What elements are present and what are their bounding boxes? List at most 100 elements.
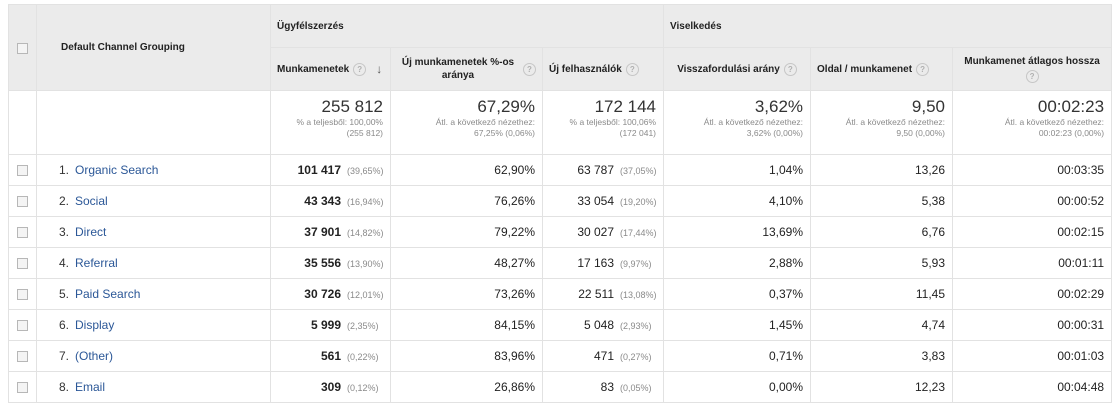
total-bounce-rate: 3,62% Átl. a következő nézethez: 3,62% (… [663, 90, 812, 155]
total-sessions: 255 812 % a teljesből: 100,00% (255 812) [270, 90, 391, 155]
pages-value: 13,26 [914, 163, 946, 177]
total-value: 255 812 [321, 97, 383, 116]
row-rank: 1. [58, 163, 69, 177]
row-new-sessions-pct: 83,96% [390, 340, 543, 372]
row-avg-duration: 00:01:03 [952, 340, 1113, 372]
duration-value: 00:00:52 [1057, 194, 1105, 208]
channel-link[interactable]: Organic Search [75, 163, 159, 177]
sort-descending-icon[interactable]: ↓ [376, 61, 383, 76]
total-sub: 00:02:23 (0,00%) [1038, 128, 1105, 138]
table-body: 1. Organic Search 101 417 (39,65%) 62,90% … [8, 154, 1113, 403]
new-sessions-value: 79,22% [494, 225, 535, 239]
row-dimension-cell: 4. Referral [36, 247, 271, 279]
row-dimension-cell: 6. Display [36, 309, 271, 341]
sessions-pct: (13,90%) [347, 259, 384, 269]
row-dimension-cell: 1. Organic Search [36, 154, 271, 186]
channel-link[interactable]: Display [75, 318, 115, 332]
pages-value: 3,83 [921, 349, 946, 363]
duration-value: 00:02:29 [1057, 287, 1105, 301]
row-checkbox[interactable] [17, 320, 28, 332]
dimension-header-label: Default Channel Grouping [61, 42, 185, 53]
channel-link[interactable]: Referral [75, 256, 118, 270]
row-checkbox[interactable] [17, 351, 28, 363]
total-value: 00:02:23 [1037, 97, 1105, 116]
col-header-avg-session-duration[interactable]: Munkamenet átlagos hossza ? [952, 47, 1113, 91]
bounce-value: 13,69% [762, 225, 804, 239]
row-checkbox[interactable] [17, 382, 28, 394]
help-icon[interactable]: ? [625, 62, 639, 76]
channel-link[interactable]: Direct [75, 225, 107, 239]
channel-link[interactable]: (Other) [75, 349, 114, 363]
row-checkbox-cell [8, 154, 37, 186]
sessions-value: 43 343 [304, 194, 341, 208]
col-header-sessions[interactable]: Munkamenetek ? ↓ [270, 47, 391, 91]
new-sessions-value: 73,26% [494, 287, 535, 301]
group-acquisition: Ügyfélszerzés [269, 4, 665, 48]
sessions-pct: (2,35%) [347, 321, 379, 331]
row-pages-per-session: 5,93 [810, 247, 954, 279]
bounce-value: 4,10% [768, 194, 804, 208]
new-users-pct: (37,05%) [620, 166, 657, 176]
new-sessions-value: 83,96% [494, 349, 535, 363]
new-users-pct: (19,20%) [620, 197, 657, 207]
row-bounce-rate: 0,71% [663, 340, 812, 372]
duration-value: 00:01:03 [1057, 349, 1105, 363]
help-icon[interactable]: ? [783, 62, 797, 76]
pages-value: 5,38 [921, 194, 946, 208]
new-users-pct: (0,27%) [620, 352, 652, 362]
col-header-new-sessions-pct[interactable]: Új munkamenetek %-os aránya ? [390, 47, 543, 91]
report-table: Default Channel Grouping Ügyfélszerzés V… [8, 4, 1113, 403]
row-checkbox-cell [8, 309, 37, 341]
row-checkbox[interactable] [17, 165, 28, 177]
row-checkbox-cell [8, 340, 37, 372]
channel-link[interactable]: Paid Search [75, 287, 141, 301]
col-header-bounce-rate[interactable]: Visszafordulási arány ? [663, 47, 812, 91]
row-avg-duration: 00:02:15 [952, 216, 1113, 248]
bounce-value: 2,88% [768, 256, 804, 270]
row-sessions: 30 726 (12,01%) [270, 278, 391, 310]
row-new-users: 63 787 (37,05%) [541, 154, 665, 186]
row-checkbox[interactable] [17, 227, 28, 239]
channel-link[interactable]: Email [75, 380, 106, 394]
col-header-new-users[interactable]: Új felhasználók ? [541, 47, 665, 91]
row-checkbox[interactable] [17, 289, 28, 301]
row-new-users: 22 511 (13,08%) [541, 278, 665, 310]
total-sub: (255 812) [346, 128, 383, 138]
col-label-avg-session-duration: Munkamenet átlagos hossza [964, 56, 1100, 67]
total-value: 172 144 [594, 97, 657, 116]
help-icon[interactable]: ? [353, 62, 367, 76]
duration-value: 00:01:11 [1058, 256, 1105, 270]
sessions-value: 561 [320, 349, 341, 363]
channel-link[interactable]: Social [75, 194, 108, 208]
totals-empty-dimension-cell [36, 90, 271, 155]
totals-row: 255 812 % a teljesből: 100,00% (255 812)… [8, 90, 1113, 155]
row-pages-per-session: 5,38 [810, 185, 954, 217]
total-pages-per-session: 9,50 Átl. a következő nézethez: 9,50 (0,… [810, 90, 954, 155]
help-icon[interactable]: ? [1025, 70, 1039, 83]
col-header-pages-per-session[interactable]: Oldal / munkamenet ? [810, 47, 954, 91]
row-pages-per-session: 3,83 [810, 340, 954, 372]
row-rank: 4. [58, 256, 69, 270]
help-icon[interactable]: ? [916, 62, 930, 76]
table-row: 5. Paid Search 30 726 (12,01%) 73,26% 22 5… [8, 278, 1113, 310]
new-users-pct: (13,08%) [620, 290, 657, 300]
table-row: 2. Social 43 343 (16,94%) 76,26% 33 054 (19… [8, 185, 1113, 217]
new-sessions-value: 62,90% [494, 163, 535, 177]
select-all-checkbox[interactable] [17, 42, 28, 54]
total-value: 9,50 [911, 97, 946, 116]
row-avg-duration: 00:04:48 [952, 371, 1113, 403]
select-all-cell [8, 4, 37, 91]
duration-value: 00:00:31 [1057, 318, 1105, 332]
row-checkbox-cell [8, 185, 37, 217]
row-new-sessions-pct: 76,26% [390, 185, 543, 217]
bounce-value: 0,00% [768, 380, 804, 394]
row-checkbox[interactable] [17, 258, 28, 270]
total-new-sessions-pct: 67,29% Átl. a következő nézethez: 67,25%… [390, 90, 543, 155]
row-rank: 5. [58, 287, 69, 301]
table-row: 7. (Other) 561 (0,22%) 83,96% 471 (0,27%) 0… [8, 340, 1113, 372]
help-icon[interactable]: ? [523, 62, 536, 76]
table-row: 1. Organic Search 101 417 (39,65%) 62,90% … [8, 154, 1113, 186]
dimension-header[interactable]: Default Channel Grouping [36, 4, 271, 91]
total-sub: % a teljesből: 100,06% [569, 117, 657, 127]
row-checkbox[interactable] [17, 196, 28, 208]
